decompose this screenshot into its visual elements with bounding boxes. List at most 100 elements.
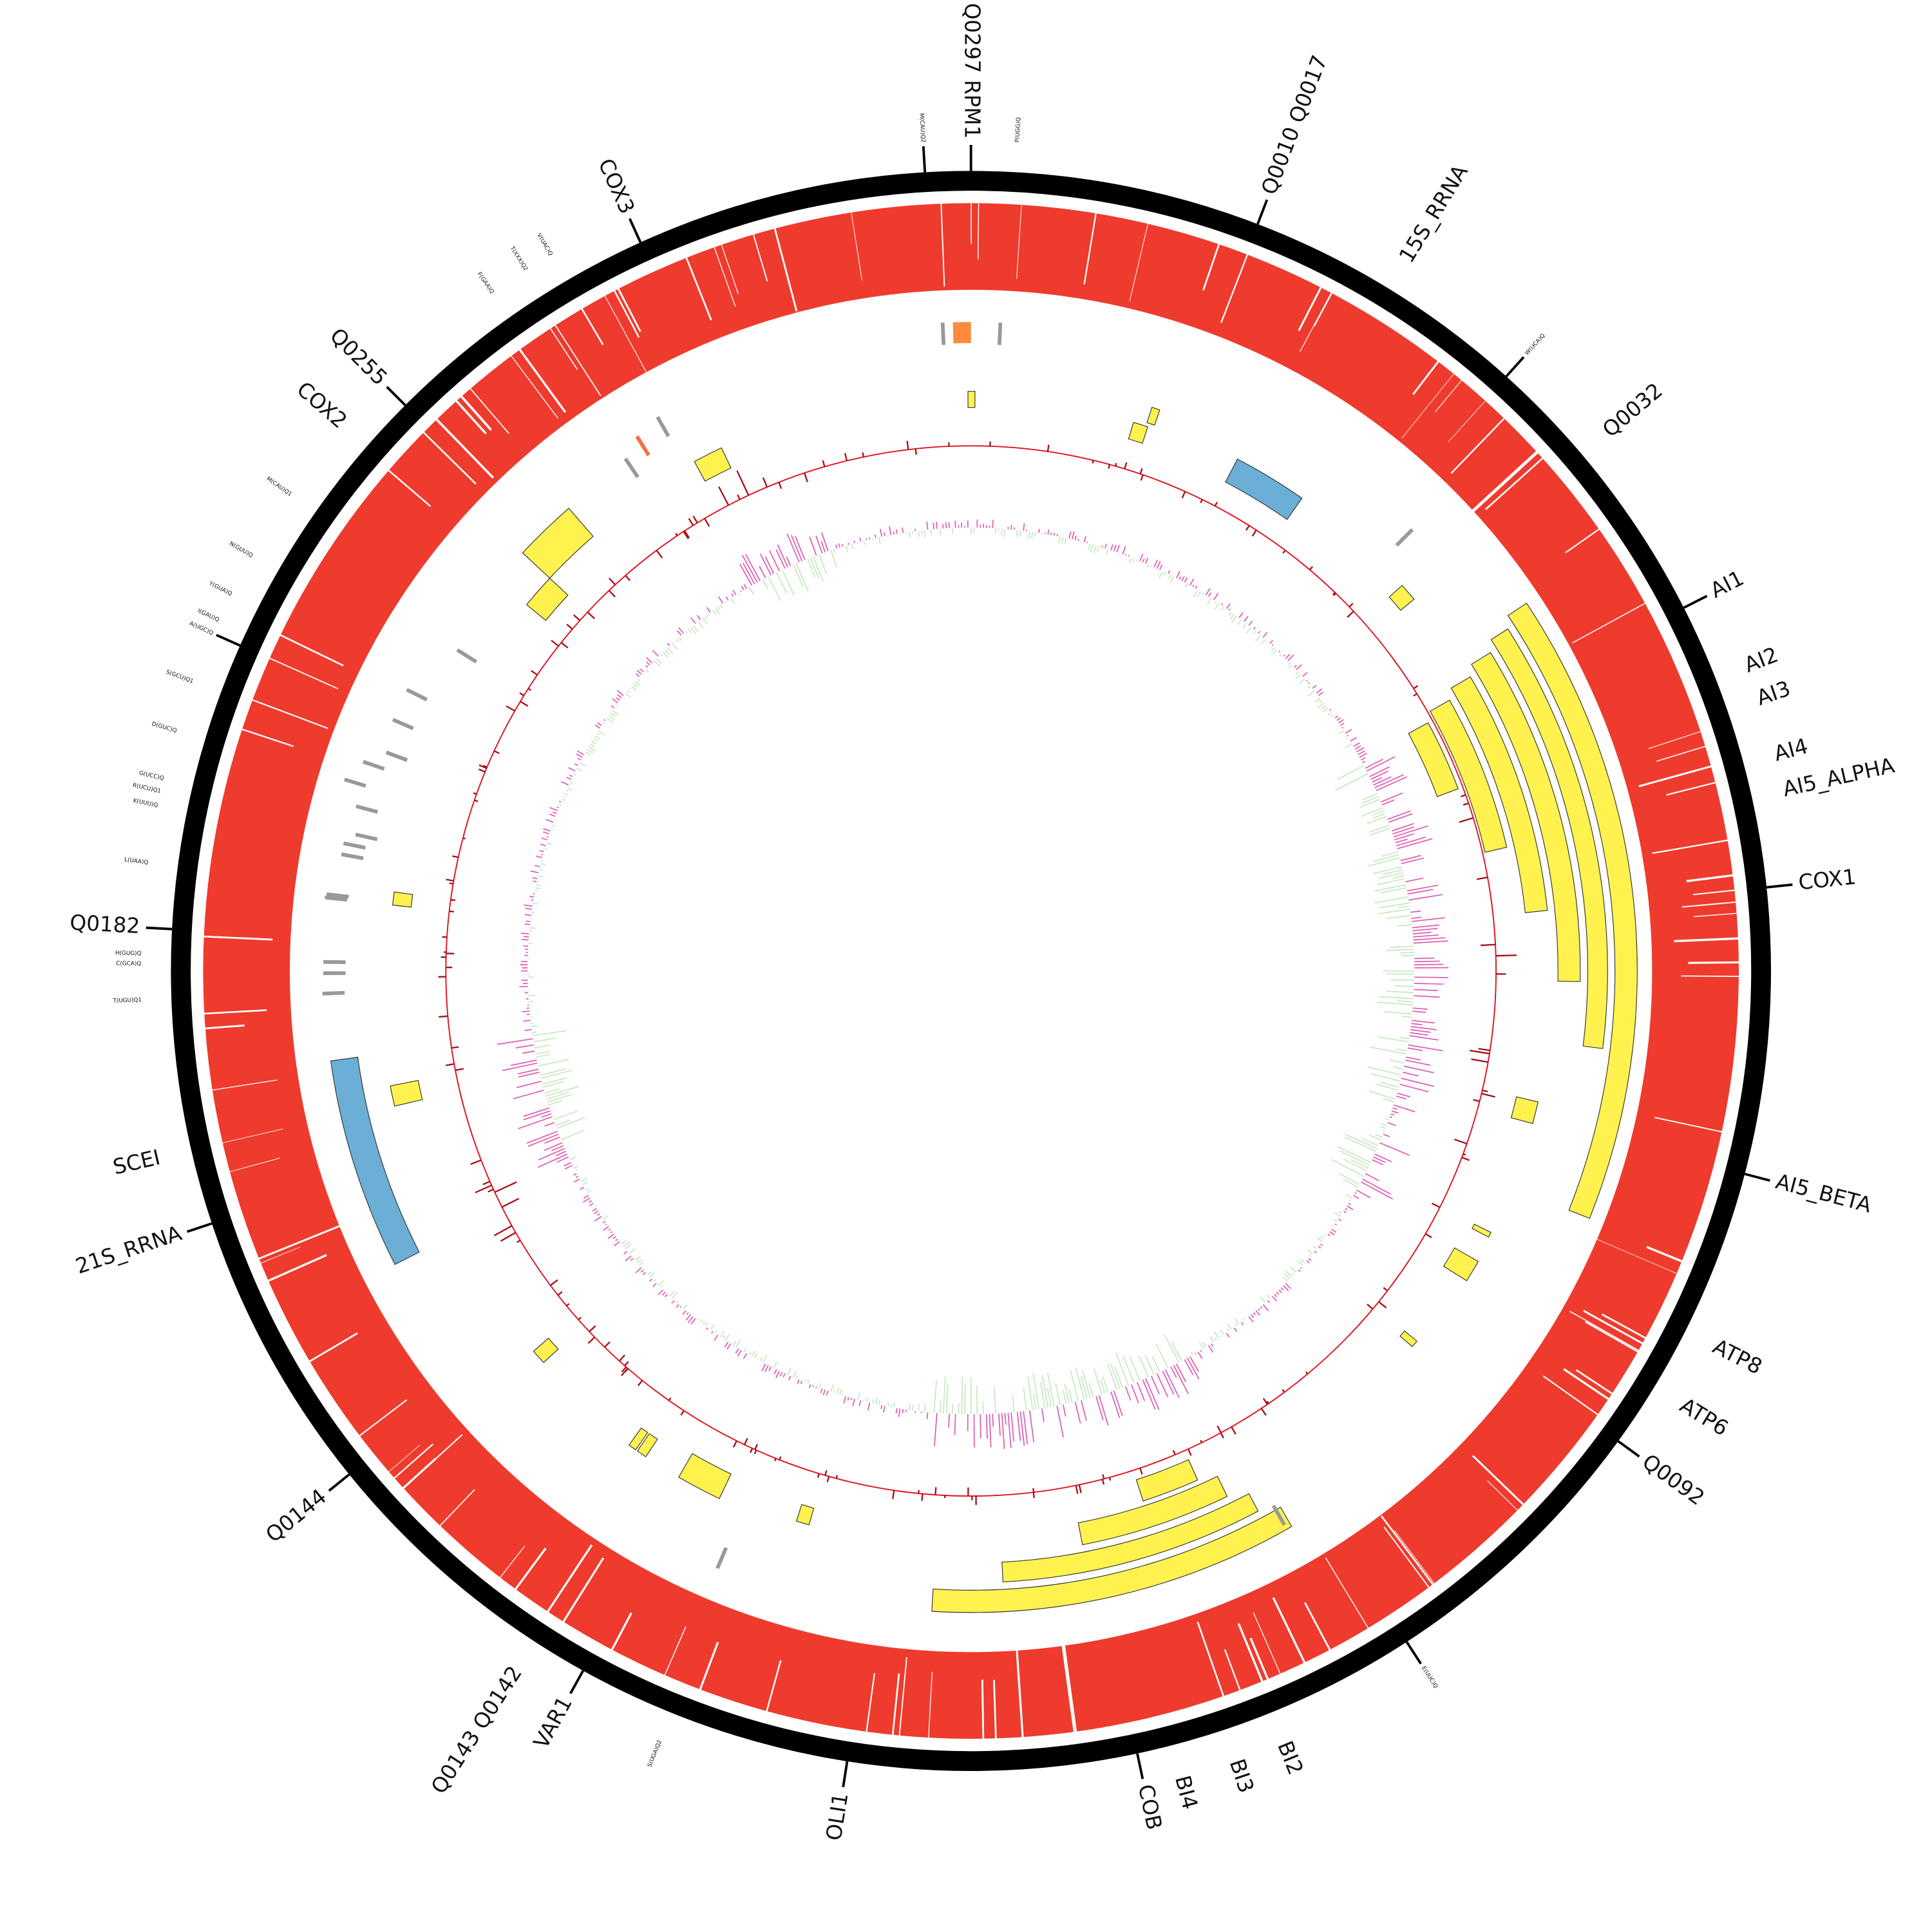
- gc-bar: [933, 1380, 938, 1413]
- coverage-gap: [1325, 1557, 1370, 1630]
- gc-bar: [1307, 1249, 1313, 1255]
- variant-spike: [565, 1303, 570, 1307]
- gc-bar: [1110, 1363, 1121, 1389]
- gc-bar: [895, 529, 898, 535]
- gc-bar: [1107, 1363, 1117, 1390]
- gc-bar: [1369, 828, 1391, 836]
- gc-bar: [1248, 620, 1253, 626]
- gc-bar: [1207, 598, 1212, 605]
- variant-spike: [1282, 549, 1286, 554]
- gc-bar: [714, 1334, 719, 1341]
- gc-bar: [1046, 1372, 1055, 1407]
- gc-bar: [1228, 609, 1231, 611]
- gc-bar: [612, 1236, 616, 1239]
- variant-spike: [587, 1336, 596, 1344]
- gc-bar: [1179, 576, 1182, 580]
- coverage-gap: [498, 1546, 526, 1579]
- variant-spike: [906, 440, 909, 450]
- gc-bar: [576, 753, 583, 758]
- gc-bar: [764, 1365, 769, 1372]
- gc-bar: [1175, 1363, 1187, 1383]
- gc-bar: [1337, 1146, 1371, 1163]
- gc-bar: [1095, 1396, 1104, 1421]
- gc-bar: [627, 690, 630, 693]
- gc-bar: [591, 741, 596, 744]
- gc-bar: [1226, 1328, 1230, 1332]
- gc-bar: [1369, 1090, 1396, 1100]
- gene-block: [1408, 722, 1459, 797]
- gc-bar: [836, 1387, 840, 1394]
- coverage-gap: [1249, 1638, 1269, 1681]
- gc-bar: [1195, 585, 1198, 589]
- gc-bar: [1027, 1376, 1034, 1410]
- variant-spike: [1471, 1058, 1488, 1063]
- gc-bar: [1298, 1269, 1301, 1273]
- variant-spike: [718, 486, 730, 506]
- variant-spike: [449, 882, 453, 885]
- gc-bar: [717, 596, 724, 604]
- gc-bar: [1110, 1391, 1121, 1419]
- gc-bar: [889, 526, 892, 535]
- gene-block: [1507, 602, 1638, 1219]
- gc-bar: [1383, 1010, 1412, 1015]
- variant-spike: [500, 1231, 516, 1242]
- variant-spike: [1332, 592, 1336, 596]
- gc-bar: [732, 589, 737, 596]
- variant-spike: [474, 799, 478, 802]
- trna-tick: [216, 634, 241, 647]
- gc-bar: [1414, 995, 1440, 998]
- coverage-gap: [267, 1254, 327, 1282]
- gc-bar: [1405, 877, 1424, 883]
- gc-bar: [845, 545, 849, 553]
- gc-bar: [1375, 1133, 1383, 1138]
- variant-spike: [566, 623, 573, 630]
- gc-bar: [1360, 1181, 1394, 1200]
- gene-block: [1471, 652, 1581, 982]
- gc-bar: [1414, 989, 1438, 991]
- gc-bar: [1317, 702, 1325, 708]
- gc-bar: [1175, 571, 1180, 578]
- gc-bar: [705, 615, 708, 620]
- gc-bar: [878, 537, 881, 544]
- gene-block: [1490, 628, 1608, 1049]
- gc-bar: [552, 811, 557, 815]
- gene-label: SCEI: [111, 1145, 163, 1180]
- gc-bar: [1377, 909, 1410, 914]
- gc-bar: [993, 1387, 996, 1414]
- gene-tick: [842, 1761, 849, 1788]
- gc-bar: [621, 1240, 627, 1245]
- coverage-gap: [610, 1612, 632, 1652]
- gc-bar: [1397, 1000, 1414, 1003]
- variant-spike: [1431, 1202, 1441, 1208]
- gc-bar: [1335, 773, 1368, 791]
- gc-bar: [1375, 1083, 1399, 1091]
- gc-bar: [1251, 1314, 1255, 1318]
- gc-bar: [696, 614, 701, 620]
- gc-bar: [1098, 1395, 1109, 1426]
- variant-spike: [587, 611, 596, 620]
- gc-bar: [546, 1092, 570, 1100]
- variant-spike: [1101, 1479, 1105, 1485]
- gc-bar: [781, 569, 795, 596]
- gc-bar: [1348, 1202, 1352, 1206]
- gc-bar: [665, 649, 670, 656]
- gene-tick: [1766, 883, 1793, 889]
- gc-bar: [1382, 1097, 1395, 1103]
- gene-block: [1135, 1459, 1198, 1502]
- coverage-gap: [1061, 1643, 1077, 1735]
- gc-bar: [893, 1402, 896, 1408]
- coverage-gap: [1314, 292, 1333, 327]
- gc-bar: [552, 824, 556, 827]
- gc-bar: [1383, 1133, 1390, 1137]
- gc-bar: [1380, 1081, 1399, 1088]
- gc-bar: [1122, 1356, 1135, 1384]
- gc-bar: [639, 1261, 644, 1266]
- gc-bar: [538, 875, 543, 878]
- coverage-gap: [1016, 204, 1022, 279]
- variant-spike: [1454, 1139, 1468, 1145]
- variant-spike: [1470, 1050, 1490, 1055]
- variant-spike: [1476, 876, 1488, 880]
- gc-bar: [610, 712, 616, 717]
- trna-label: S(UGA)Q2: [647, 1739, 663, 1768]
- gc-bar: [1341, 726, 1344, 729]
